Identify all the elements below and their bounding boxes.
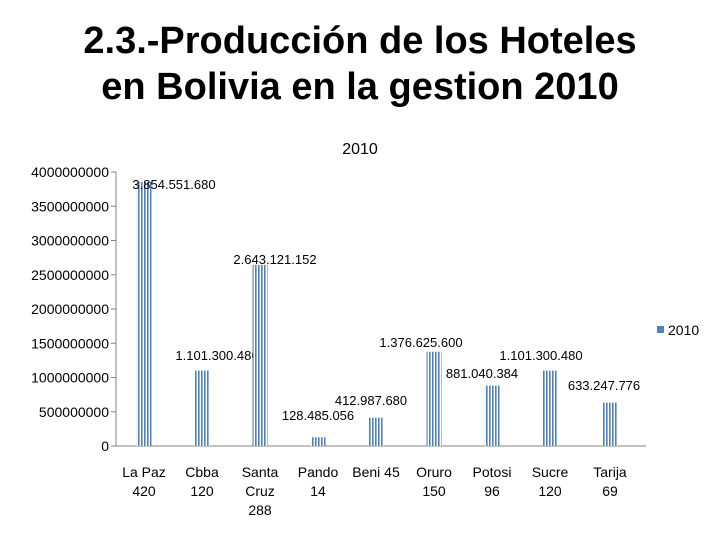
x-category-label: Oruro 150 xyxy=(416,464,452,499)
y-tick-label: 1000000000 xyxy=(31,370,109,386)
x-category-label: Cbba 120 xyxy=(185,464,219,499)
y-tick-label: 0 xyxy=(101,438,109,454)
data-label: 1.376.625.600 xyxy=(379,335,462,350)
bar xyxy=(484,385,500,446)
data-label: 1.101.300.480 xyxy=(175,348,258,363)
x-category-label: Sucre 120 xyxy=(532,464,569,499)
x-category-label: Santa Cruz 288 xyxy=(242,464,279,518)
slide-title: 2.3.-Producción de los Hoteles en Bolivi… xyxy=(0,18,720,110)
bar xyxy=(194,370,210,446)
x-category-label-line: Beni 45 xyxy=(352,464,400,480)
data-label: 633.247.776 xyxy=(568,378,640,393)
legend-label: 2010 xyxy=(668,322,699,338)
x-category-label-line: La Paz xyxy=(122,464,166,480)
data-label: 128.485.056 xyxy=(282,408,354,423)
legend-swatch xyxy=(657,326,664,333)
bar xyxy=(252,264,268,446)
x-category-label-line: 288 xyxy=(248,502,272,518)
x-category-label-line: 14 xyxy=(310,483,326,499)
x-category-label-line: Cruz xyxy=(245,483,275,499)
x-category-label-line: 96 xyxy=(484,483,500,499)
y-tick-label: 3500000000 xyxy=(31,198,109,214)
bar xyxy=(602,402,618,446)
y-tick-label: 2500000000 xyxy=(31,267,109,283)
x-category-label: Pando 14 xyxy=(298,464,339,499)
data-label: 1.101.300.480 xyxy=(499,348,582,363)
y-tick-label: 2000000000 xyxy=(31,301,109,317)
bar xyxy=(136,181,152,447)
data-label: 881.040.384 xyxy=(446,366,518,381)
slide-title-line-2: en Bolivia en la gestion 2010 xyxy=(101,66,619,108)
y-tick-label: 4000000000 xyxy=(31,164,109,180)
bar xyxy=(310,437,326,446)
bar xyxy=(426,351,442,446)
chart-title: 2010 xyxy=(342,141,378,158)
y-tick-label: 3000000000 xyxy=(31,233,109,249)
data-label: 412.987.680 xyxy=(335,393,407,408)
x-category-label-line: 120 xyxy=(538,483,562,499)
x-category-label-line: Cbba xyxy=(185,464,219,480)
x-category-label: Potosi 96 xyxy=(473,464,512,499)
x-category-label-line: Oruro xyxy=(416,464,452,480)
x-category-label: Beni 45 xyxy=(352,464,400,480)
data-label: 2.643.121.152 xyxy=(233,252,316,267)
data-label: 3.854.551.680 xyxy=(132,177,215,192)
x-category-label-line: 150 xyxy=(422,483,446,499)
x-category-label-line: 420 xyxy=(132,483,156,499)
x-category-label-line: Tarija xyxy=(593,464,627,480)
slide-title-line-1: 2.3.-Producción de los Hoteles xyxy=(83,20,637,62)
x-category-label-line: 69 xyxy=(602,483,618,499)
x-category-label-line: 120 xyxy=(190,483,214,499)
y-tick-label: 1500000000 xyxy=(31,335,109,351)
bar xyxy=(368,417,384,446)
x-category-label-line: Potosi xyxy=(473,464,512,480)
x-category-label-line: Santa xyxy=(242,464,279,480)
y-tick-label: 500000000 xyxy=(39,404,109,420)
x-category-label-line: Pando xyxy=(298,464,339,480)
bar xyxy=(542,370,558,446)
x-category-label: Tarija 69 xyxy=(593,464,627,499)
x-category-label: La Paz 420 xyxy=(122,464,166,499)
x-category-label-line: Sucre xyxy=(532,464,569,480)
